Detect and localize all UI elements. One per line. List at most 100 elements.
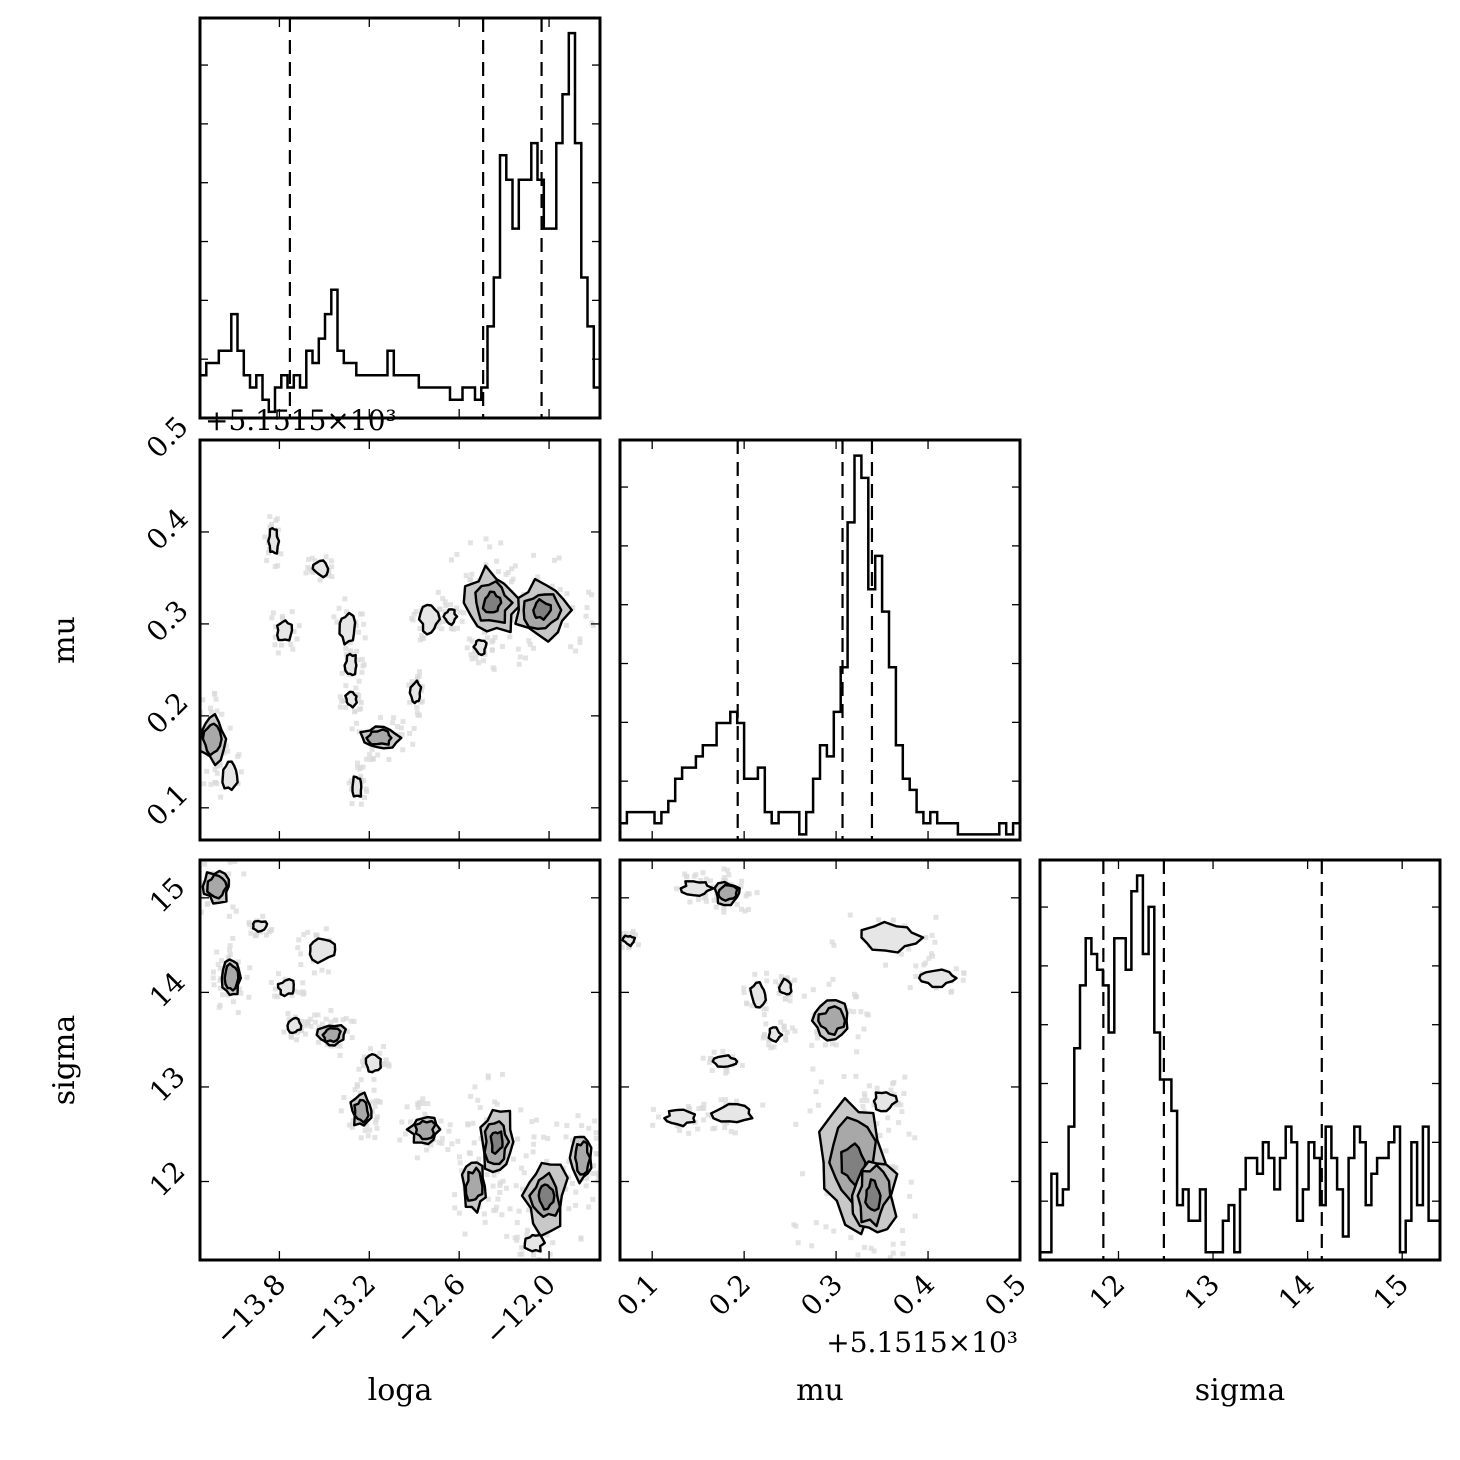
sample-point — [781, 1023, 787, 1029]
sample-point — [286, 1016, 292, 1022]
contour-loga_mu-1-level-0 — [221, 760, 239, 792]
sample-point — [868, 1269, 873, 1274]
sample-point — [272, 986, 278, 992]
sample-point — [497, 1182, 503, 1188]
sample-point — [913, 963, 919, 969]
contour-loga_sigma-11-level-1 — [464, 1166, 484, 1202]
sample-point — [570, 1137, 576, 1143]
sample-point — [358, 764, 364, 770]
sample-point — [191, 876, 196, 881]
sample-point — [890, 917, 896, 923]
sample-point — [507, 634, 513, 640]
sample-point — [877, 1132, 883, 1138]
sample-point — [701, 1101, 707, 1107]
sample-point — [795, 1240, 801, 1246]
sample-point — [294, 1037, 300, 1043]
sample-point — [235, 1010, 241, 1016]
sample-point — [729, 1054, 735, 1060]
sample-point — [227, 725, 233, 731]
sample-point — [781, 1027, 787, 1033]
sample-point — [443, 602, 449, 608]
sample-point — [367, 1127, 373, 1133]
sample-point — [449, 1141, 455, 1147]
sample-point — [871, 1102, 877, 1108]
sample-point — [303, 1019, 309, 1025]
sample-point — [226, 913, 232, 919]
sample-point — [457, 609, 463, 615]
sample-point — [960, 977, 966, 983]
sample-point — [848, 1235, 854, 1241]
sample-point — [343, 1016, 349, 1022]
sample-point — [584, 605, 590, 611]
sample-point — [592, 1118, 598, 1124]
xtick-label-sigma: 13 — [1177, 1268, 1226, 1317]
sample-point — [262, 534, 268, 540]
sample-point — [204, 768, 210, 774]
sample-point — [695, 1126, 701, 1132]
sample-point — [349, 801, 355, 807]
sample-point — [489, 639, 495, 645]
sample-point — [949, 988, 955, 994]
sample-point — [535, 574, 541, 580]
sample-point — [583, 613, 589, 619]
sample-point — [874, 1085, 880, 1091]
sample-point — [467, 576, 473, 582]
sample-point — [416, 673, 422, 679]
sample-point — [414, 704, 420, 710]
contour-mu_sigma-3-level-0 — [749, 981, 767, 1009]
sample-point — [650, 1106, 656, 1112]
sample-point — [367, 751, 373, 757]
sample-point — [452, 1192, 458, 1198]
sample-point — [526, 638, 532, 644]
xtick-label-mu: 0.1 — [610, 1268, 665, 1323]
xtick-label-sigma: 12 — [1083, 1268, 1132, 1317]
xtick-label-sigma: 15 — [1367, 1268, 1416, 1317]
sample-point — [586, 1204, 592, 1210]
sample-point — [761, 1012, 767, 1018]
sample-point — [850, 1264, 855, 1269]
sample-point — [279, 613, 285, 619]
sample-point — [227, 947, 233, 953]
sample-point — [591, 1163, 597, 1169]
ytick-label-sigma: 14 — [143, 965, 192, 1014]
sample-point — [746, 907, 752, 913]
sample-point — [467, 1151, 473, 1157]
sample-point — [809, 1042, 815, 1048]
sample-point — [232, 860, 238, 864]
sample-point — [316, 1039, 322, 1045]
sample-point — [787, 992, 793, 998]
contour-panel-mu_sigma — [620, 866, 967, 1274]
sample-point — [323, 554, 329, 560]
sample-point — [815, 1265, 820, 1270]
xtick-label-mu: 0.5 — [978, 1268, 1033, 1323]
sample-point — [213, 696, 219, 702]
sample-point — [763, 1006, 769, 1012]
sample-point — [531, 552, 537, 558]
sample-point — [456, 1210, 462, 1216]
sample-point — [721, 866, 727, 872]
sample-point — [484, 1172, 490, 1178]
sample-point — [329, 574, 335, 580]
sample-point — [238, 769, 244, 775]
sample-point — [723, 878, 729, 884]
sample-point — [703, 894, 709, 900]
sample-point — [265, 550, 271, 556]
sample-point — [364, 789, 370, 795]
sample-point — [350, 1121, 356, 1127]
sample-point — [428, 1142, 434, 1148]
sample-point — [674, 1123, 680, 1129]
sample-point — [564, 1122, 570, 1128]
contour-loga_mu-13-level-2 — [481, 590, 503, 614]
sample-point — [438, 1118, 444, 1124]
sample-point — [862, 1093, 868, 1099]
sample-point — [350, 1118, 356, 1124]
sample-point — [439, 1136, 445, 1142]
sample-point — [211, 982, 217, 988]
sample-point — [586, 1125, 592, 1131]
sample-point — [346, 780, 352, 786]
sample-point — [202, 861, 208, 867]
sample-point — [208, 709, 214, 715]
contour-loga_mu-0-level-1 — [201, 722, 223, 757]
sample-point — [497, 1189, 503, 1195]
